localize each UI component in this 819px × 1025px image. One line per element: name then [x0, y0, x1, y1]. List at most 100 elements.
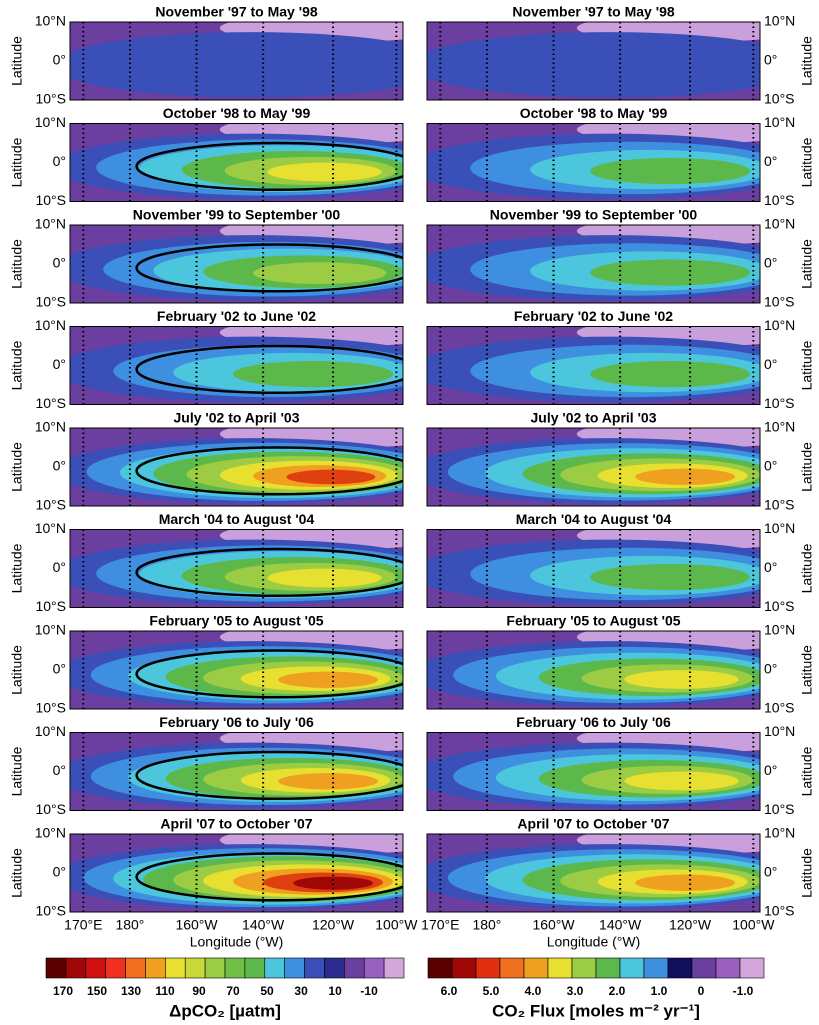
lat-label: 10°N — [35, 419, 66, 435]
lat-label: 10°N — [764, 520, 795, 536]
contour-map — [427, 529, 760, 608]
lon-label: 180° — [115, 917, 144, 933]
colorbar-swatch — [427, 957, 453, 979]
lat-label: 0° — [53, 864, 66, 880]
contour-map — [70, 123, 403, 202]
lat-label: 10°S — [35, 192, 66, 208]
contour-map — [427, 428, 760, 506]
panel-title: November '97 to May '98 — [512, 4, 674, 20]
map-frame — [69, 630, 404, 710]
colorbar-label: 110 — [155, 984, 175, 998]
colorbar-swatch — [165, 957, 186, 979]
contour-band — [635, 468, 736, 485]
colorbar-swatch — [691, 957, 717, 979]
panel-title: November '99 to September '00 — [133, 207, 341, 223]
colorbar-label: -10 — [360, 984, 378, 998]
lon-label: 100°W — [732, 917, 775, 933]
lat-label: 10°S — [764, 700, 795, 716]
lat-label: 10°N — [764, 114, 795, 130]
contour-line — [135, 547, 403, 598]
colorbar-swatch — [65, 957, 87, 979]
lat-label: 0° — [764, 762, 777, 778]
y-axis-label: Latitude — [799, 848, 815, 898]
colorbar-swatch — [667, 957, 693, 979]
lat-label: 10°N — [764, 419, 795, 435]
map-frame — [69, 529, 404, 608]
contour-line — [135, 141, 403, 192]
lat-label: 10°S — [35, 700, 66, 716]
contour-band — [278, 671, 379, 688]
y-axis-label: Latitude — [799, 239, 815, 289]
colorbar-label: 70 — [226, 984, 240, 998]
contour-band — [293, 876, 374, 890]
lat-label: 0° — [764, 52, 777, 68]
lon-label: 140°W — [599, 917, 642, 933]
y-axis-label: Latitude — [799, 645, 815, 695]
lat-label: 10°N — [764, 622, 795, 638]
contour-line — [135, 852, 403, 902]
contour-line — [135, 649, 403, 699]
panel-title: March '04 to August '04 — [159, 511, 315, 527]
contour-band — [267, 162, 382, 182]
colorbar-swatch — [643, 957, 669, 979]
colorbar-label: 130 — [121, 984, 141, 998]
map-frame — [69, 21, 404, 101]
panel-title: November '97 to May '98 — [155, 4, 317, 20]
panel-title: July '02 to April '03 — [174, 410, 300, 426]
colorbar-swatch — [383, 957, 405, 979]
contour-map — [427, 834, 760, 912]
panel-title: March '04 to August '04 — [516, 511, 672, 527]
panel-title: February '06 to July '06 — [516, 714, 671, 730]
lat-label: 10°N — [35, 114, 66, 130]
contour-line — [135, 344, 403, 395]
map-frame — [426, 326, 761, 405]
contour-map — [427, 326, 760, 405]
lat-label: 0° — [764, 559, 777, 575]
colorbar-swatch — [451, 957, 477, 979]
map-frame — [69, 833, 404, 913]
colorbar-label: 50 — [260, 984, 274, 998]
contour-line — [135, 243, 403, 293]
contour-map — [70, 631, 403, 709]
contour-band — [635, 874, 736, 891]
y-axis-label: Latitude — [9, 543, 25, 593]
contour-band — [278, 773, 379, 790]
map-frame — [69, 123, 404, 202]
y-axis-label: Latitude — [799, 543, 815, 593]
lat-label: 10°N — [35, 723, 66, 739]
contour-band — [590, 259, 751, 286]
colorbar-swatch — [85, 957, 106, 979]
lon-label: 160°W — [532, 917, 575, 933]
lat-label: 0° — [764, 255, 777, 271]
colorbar-swatch — [244, 957, 266, 979]
colorbar-swatch — [45, 957, 67, 979]
contour-band — [267, 568, 382, 588]
colorbar-swatch — [105, 957, 126, 979]
colorbar-swatch — [739, 957, 765, 979]
lat-label: 10°S — [764, 294, 795, 310]
lat-label: 0° — [764, 458, 777, 474]
lat-label: 10°S — [35, 497, 66, 513]
contour-map — [70, 428, 403, 506]
map-frame — [426, 123, 761, 202]
contour-band — [590, 157, 751, 185]
lat-label: 10°N — [35, 317, 66, 333]
colorbar-label: 4.0 — [525, 984, 542, 998]
colorbar-label: 1.0 — [651, 984, 668, 998]
colorbar-swatch — [595, 957, 621, 979]
lat-label: 10°S — [35, 294, 66, 310]
colorbar-label: 6.0 — [441, 984, 458, 998]
colorbar-swatch — [715, 957, 741, 979]
map-frame — [69, 732, 404, 811]
colorbar-label: 30 — [294, 984, 308, 998]
lat-label: 10°S — [35, 395, 66, 411]
lon-label: 140°W — [242, 917, 285, 933]
contour-map — [70, 22, 403, 100]
colorbar-swatch — [284, 957, 305, 979]
contour-band — [70, 32, 403, 98]
map-frame — [69, 224, 404, 304]
lat-label: 10°N — [35, 216, 66, 232]
colorbar-label: 3.0 — [567, 984, 584, 998]
map-frame — [426, 732, 761, 811]
contour-map — [70, 732, 403, 811]
